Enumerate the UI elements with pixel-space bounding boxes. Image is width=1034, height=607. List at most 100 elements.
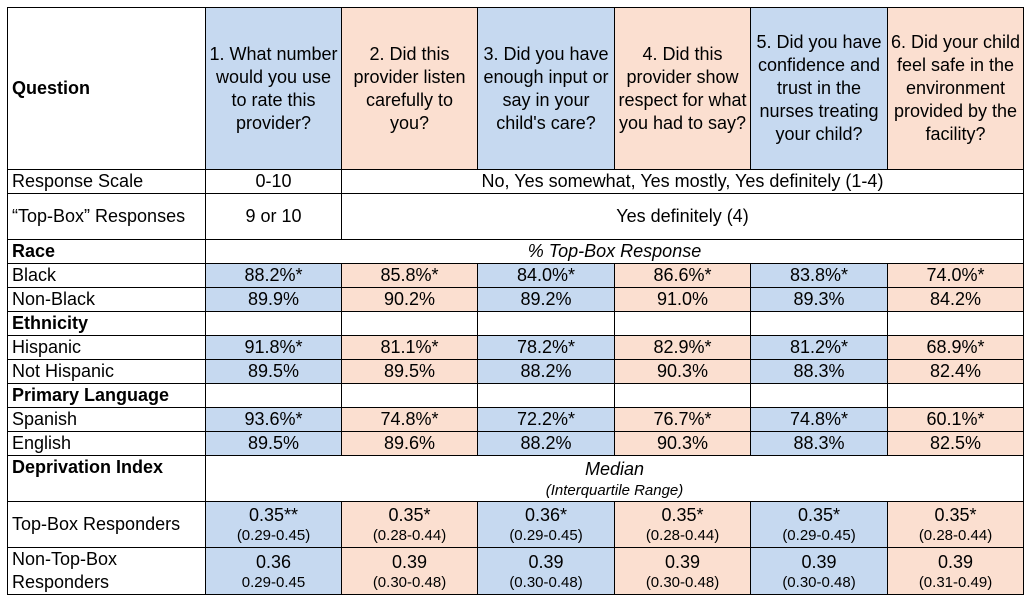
section-label: Deprivation Index: [7, 455, 206, 502]
topbox-q1: 9 or 10: [205, 193, 342, 240]
value-cell: 0.39 (0.30-0.48): [477, 547, 615, 595]
language-section-row: Primary Language: [7, 383, 1024, 408]
value-cell: 0.35** (0.29-0.45): [205, 501, 342, 548]
question-4-header: 4. Did this provider show respect for wh…: [614, 7, 751, 170]
table-row: Non-Top-Box Responders 0.36 0.29-0.45 0.3…: [7, 547, 1024, 595]
table-row: Not Hispanic 89.5% 89.5% 88.2% 90.3% 88.…: [7, 359, 1024, 384]
median: 0.39: [801, 551, 837, 572]
value-cell: 88.3%: [750, 431, 888, 456]
row-label: Response Scale: [7, 169, 206, 194]
median: 0.35*: [661, 505, 704, 525]
topbox-row: “Top-Box” Responses 9 or 10 Yes definite…: [7, 193, 1024, 240]
row-label: Hispanic: [7, 335, 206, 360]
caption-sub: (Interquartile Range): [545, 481, 684, 499]
value-cell: 0.36 0.29-0.45: [205, 547, 342, 595]
value-cell: 83.8%*: [750, 263, 888, 288]
row-label: “Top-Box” Responses: [7, 193, 206, 240]
table-row: Top-Box Responders 0.35** (0.29-0.45) 0.3…: [7, 501, 1024, 548]
iqr: (0.31-0.49): [918, 573, 993, 591]
value-cell: 88.2%: [477, 431, 615, 456]
iqr: (0.28-0.44): [645, 527, 720, 544]
row-label: Top-Box Responders: [7, 501, 206, 548]
ethnicity-section-row: Ethnicity: [7, 311, 1024, 336]
median: 0.39: [391, 551, 428, 572]
iqr: (0.29-0.45): [509, 527, 583, 544]
value-cell: 0.39 (0.31-0.49): [887, 547, 1024, 595]
race-section-row: Race % Top-Box Response: [7, 239, 1024, 264]
row-label: Spanish: [7, 407, 206, 432]
value-cell: 81.1%*: [341, 335, 478, 360]
median: 0.36*: [524, 505, 568, 525]
row-label: Non-Black: [7, 287, 206, 312]
value-cell: 82.5%: [887, 431, 1024, 456]
value-cell: 84.0%*: [477, 263, 615, 288]
value-cell: 91.0%: [614, 287, 751, 312]
value-cell: 90.3%: [614, 359, 751, 384]
iqr: (0.28-0.44): [918, 527, 993, 544]
question-5-header: 5. Did you have confidence and trust in …: [750, 7, 888, 170]
value-cell: 76.7%*: [614, 407, 751, 432]
value-cell: 74.8%*: [750, 407, 888, 432]
value-cell: 89.6%: [341, 431, 478, 456]
value-cell: 82.4%: [887, 359, 1024, 384]
table-row: English 89.5% 89.6% 88.2% 90.3% 88.3% 82…: [7, 431, 1024, 456]
value-cell: 91.8%*: [205, 335, 342, 360]
median: 0.35**: [248, 505, 299, 525]
question-1-header: 1. What number would you use to rate thi…: [205, 7, 342, 170]
value-cell: 90.3%: [614, 431, 751, 456]
section-label: Race: [7, 239, 206, 264]
median: 0.36: [255, 551, 292, 572]
value-cell: 88.2%*: [205, 263, 342, 288]
value-cell: 86.6%*: [614, 263, 751, 288]
question-3-header: 3. Did you have enough input or say in y…: [477, 7, 615, 170]
iqr: (0.29-0.45): [782, 527, 856, 544]
iqr: (0.30-0.48): [509, 573, 583, 591]
value-cell: 74.0%*: [887, 263, 1024, 288]
row-label: Non-Top-Box Responders: [7, 547, 206, 595]
iqr: (0.30-0.48): [372, 573, 447, 591]
value-cell: 0.39 (0.30-0.48): [341, 547, 478, 595]
value-cell: 82.9%*: [614, 335, 751, 360]
scale-q1: 0-10: [205, 169, 342, 194]
median: 0.35*: [797, 505, 841, 525]
value-cell: 72.2%*: [477, 407, 615, 432]
value-cell: 89.9%: [205, 287, 342, 312]
value-cell: 81.2%*: [750, 335, 888, 360]
section-label: Primary Language: [7, 383, 206, 408]
value-cell: 89.5%: [205, 359, 342, 384]
caption-main: Median: [584, 458, 645, 479]
question-2-header: 2. Did this provider listen carefully to…: [341, 7, 478, 170]
response-scale-row: Response Scale 0-10 No, Yes somewhat, Ye…: [7, 169, 1024, 194]
topbox-rest: Yes definitely (4): [341, 193, 1024, 240]
value-cell: 74.8%*: [341, 407, 478, 432]
value-cell: 88.3%: [750, 359, 888, 384]
deprivation-section-row: Deprivation Index Median (Interquartile …: [7, 455, 1024, 502]
row-label: Black: [7, 263, 206, 288]
value-cell: 89.2%: [477, 287, 615, 312]
iqr: 0.29-0.45: [241, 573, 306, 591]
value-cell: 60.1%*: [887, 407, 1024, 432]
value-cell: 0.39 (0.30-0.48): [750, 547, 888, 595]
value-cell: 0.35* (0.28-0.44): [341, 501, 478, 548]
value-cell: 0.39 (0.30-0.48): [614, 547, 751, 595]
median: 0.39: [937, 551, 974, 572]
scale-rest: No, Yes somewhat, Yes mostly, Yes defini…: [341, 169, 1024, 194]
value-cell: 89.5%: [205, 431, 342, 456]
section-caption: % Top-Box Response: [205, 239, 1024, 264]
value-cell: 78.2%*: [477, 335, 615, 360]
question-header: Question: [7, 7, 206, 170]
iqr: (0.29-0.45): [236, 527, 311, 544]
iqr: (0.30-0.48): [782, 573, 856, 591]
iqr: (0.30-0.48): [645, 573, 720, 591]
value-cell: 89.3%: [750, 287, 888, 312]
value-cell: 0.36* (0.29-0.45): [477, 501, 615, 548]
value-cell: 88.2%: [477, 359, 615, 384]
value-cell: 93.6%*: [205, 407, 342, 432]
row-label: Not Hispanic: [7, 359, 206, 384]
table-row: Hispanic 91.8%* 81.1%* 78.2%* 82.9%* 81.…: [7, 335, 1024, 360]
header-row: Question 1. What number would you use to…: [7, 7, 1024, 170]
value-cell: 84.2%: [887, 287, 1024, 312]
value-cell: 68.9%*: [887, 335, 1024, 360]
table-row: Non-Black 89.9% 90.2% 89.2% 91.0% 89.3% …: [7, 287, 1024, 312]
median: 0.35*: [388, 505, 431, 525]
